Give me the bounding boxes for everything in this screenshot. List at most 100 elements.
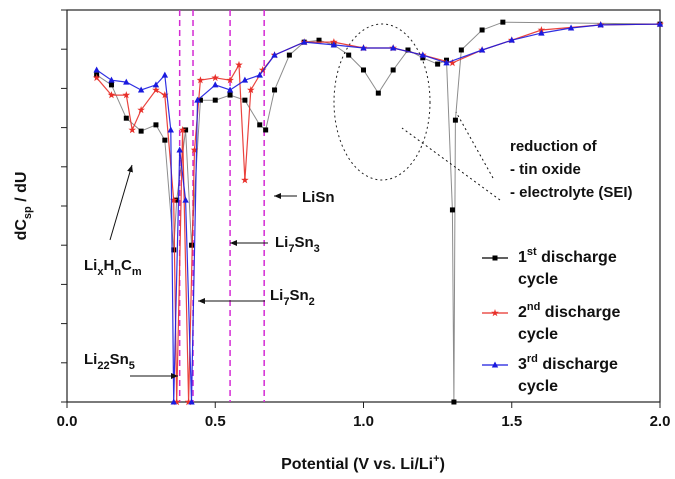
marker xyxy=(272,87,278,93)
annotation: Li7Sn2 xyxy=(270,287,315,308)
marker xyxy=(241,76,249,83)
marker xyxy=(449,207,455,213)
marker xyxy=(597,21,604,28)
marker xyxy=(567,24,575,31)
marker xyxy=(235,60,243,69)
marker xyxy=(538,29,545,36)
marker xyxy=(491,361,499,368)
pointer-line xyxy=(401,127,501,201)
marker xyxy=(247,86,255,94)
highlight-circle xyxy=(333,23,431,181)
marker xyxy=(161,71,169,78)
marker xyxy=(189,242,195,248)
marker xyxy=(211,73,220,82)
marker xyxy=(170,398,177,405)
pointer-line xyxy=(455,111,494,179)
marker xyxy=(212,81,219,88)
marker xyxy=(435,61,441,67)
marker xyxy=(405,47,411,53)
x-tick-label: 1.5 xyxy=(501,413,522,430)
marker xyxy=(361,67,366,73)
x-tick-label: 0.5 xyxy=(205,413,226,430)
marker xyxy=(443,59,450,66)
marker xyxy=(212,97,218,103)
arrow xyxy=(109,164,133,241)
marker xyxy=(171,247,177,253)
annotation: reduction of xyxy=(510,138,598,155)
marker xyxy=(256,71,263,78)
marker xyxy=(162,137,168,143)
marker xyxy=(227,92,233,98)
marker xyxy=(301,38,308,45)
x-tick-label: 0.0 xyxy=(57,413,78,430)
marker xyxy=(123,115,129,121)
marker xyxy=(123,78,130,85)
marker xyxy=(108,76,115,83)
marker xyxy=(226,86,234,93)
marker xyxy=(479,27,485,33)
marker xyxy=(451,399,457,405)
marker xyxy=(420,55,426,61)
marker xyxy=(478,46,486,53)
marker xyxy=(263,127,269,133)
marker xyxy=(241,176,249,184)
marker xyxy=(153,122,159,128)
marker xyxy=(258,66,267,74)
marker xyxy=(176,146,183,153)
marker xyxy=(152,81,160,88)
marker xyxy=(500,19,506,25)
marker xyxy=(492,255,498,261)
marker xyxy=(508,36,515,43)
annotation: - tin oxide xyxy=(510,161,581,178)
annotation: LixHnCm xyxy=(84,257,142,278)
legend-label: 2nd discharge cycle xyxy=(518,301,625,343)
marker xyxy=(360,44,367,51)
marker xyxy=(257,122,263,128)
marker xyxy=(169,196,178,204)
marker xyxy=(128,126,136,134)
marker xyxy=(316,37,322,43)
annotation: LiSn xyxy=(302,189,335,206)
marker xyxy=(183,127,189,133)
marker xyxy=(452,117,458,123)
marker xyxy=(172,398,181,406)
marker xyxy=(188,398,195,405)
x-tick-label: 1.0 xyxy=(353,413,374,430)
legend-label: 3rd discharge cycle xyxy=(518,353,622,395)
annotation: Li22Sn5 xyxy=(84,351,135,372)
marker xyxy=(656,20,664,27)
annotation: Li7Sn3 xyxy=(275,234,320,255)
y-axis-label: dCsp / dU xyxy=(13,172,34,241)
annotation: - electrolyte (SEI) xyxy=(510,184,633,201)
marker xyxy=(194,96,201,103)
marker xyxy=(182,196,189,203)
marker xyxy=(448,58,457,67)
marker xyxy=(107,91,116,99)
marker xyxy=(286,52,292,58)
marker xyxy=(190,145,199,154)
marker xyxy=(178,126,187,134)
marker xyxy=(197,97,203,103)
marker xyxy=(167,126,174,133)
x-axis-label: Potential (V vs. Li/Li+) xyxy=(281,453,445,473)
marker xyxy=(458,47,464,53)
legend-label: 1st discharge cycle xyxy=(518,246,621,288)
marker xyxy=(137,86,145,93)
marker xyxy=(271,51,278,58)
marker xyxy=(390,67,396,73)
marker xyxy=(93,66,100,73)
marker xyxy=(138,128,144,134)
marker xyxy=(419,51,426,58)
marker xyxy=(537,26,546,34)
marker xyxy=(184,398,193,406)
series-line xyxy=(96,23,661,403)
marker xyxy=(226,76,234,84)
marker xyxy=(122,91,131,99)
marker xyxy=(242,97,248,103)
marker xyxy=(174,197,180,203)
marker xyxy=(389,44,397,51)
marker xyxy=(491,309,499,317)
marker xyxy=(92,73,101,82)
marker xyxy=(161,91,169,99)
